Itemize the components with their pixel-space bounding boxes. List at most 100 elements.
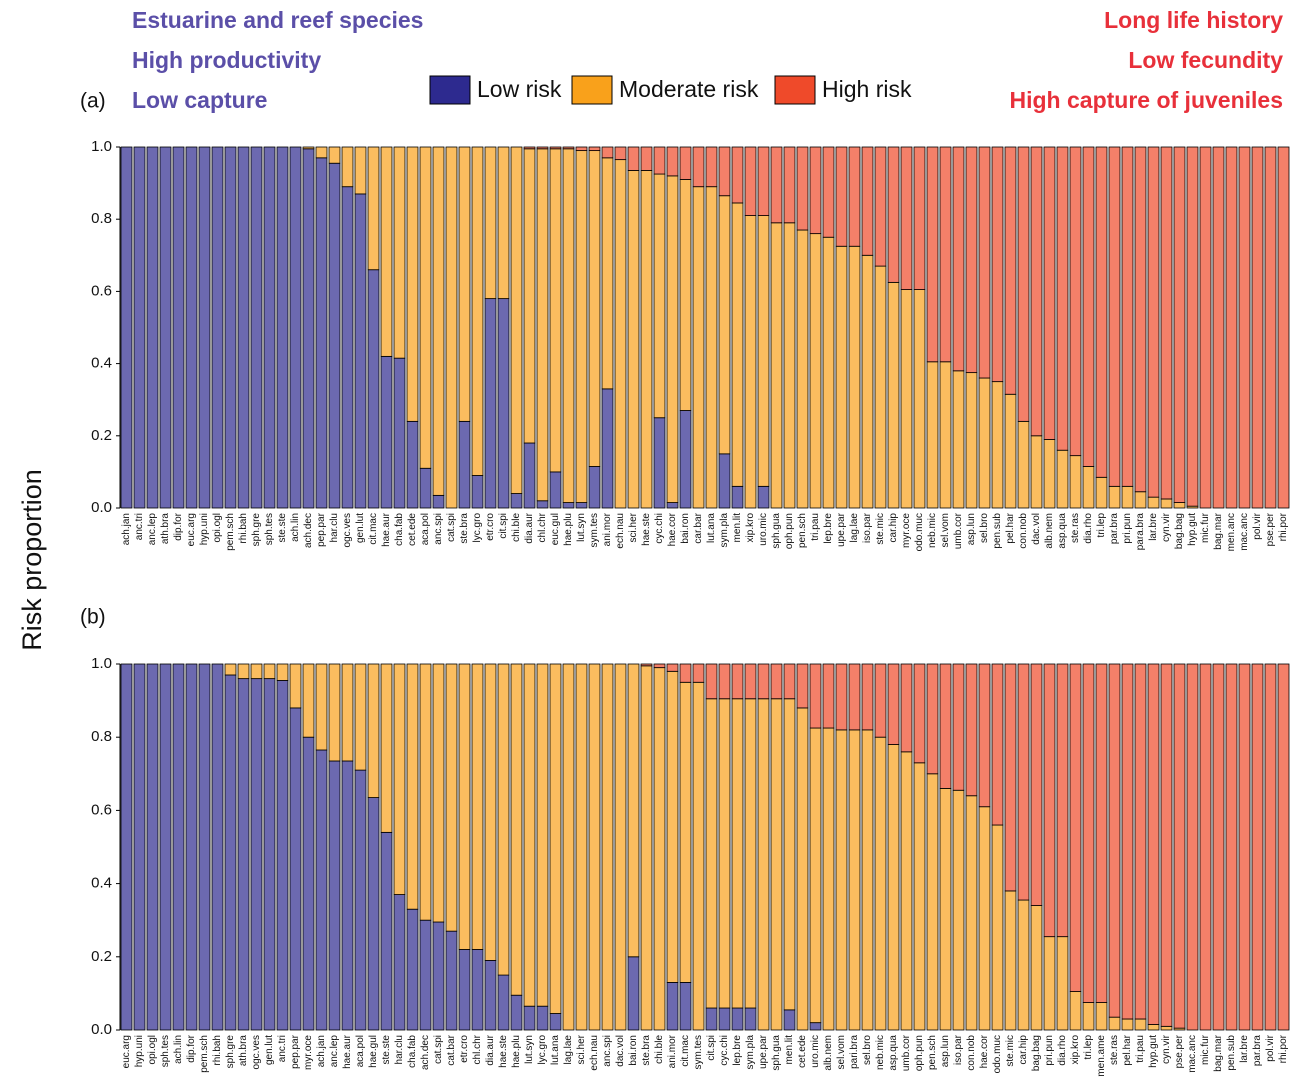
bar-segment <box>1121 485 1134 509</box>
bar-segment <box>692 146 705 188</box>
bar-segment <box>497 663 510 976</box>
bar-segment <box>1043 146 1056 440</box>
bar-segment <box>757 215 770 487</box>
x-tick-label: xip.kro <box>745 513 756 543</box>
bar-segment <box>1134 1018 1147 1031</box>
bar-segment <box>211 146 224 509</box>
bar-segment <box>705 663 718 700</box>
x-tick-label: sym.tes <box>693 1035 704 1069</box>
bar-segment <box>705 1007 718 1031</box>
bar-segment <box>185 146 198 509</box>
bar-segment <box>419 919 432 1031</box>
legend-swatch <box>571 75 613 105</box>
bar-segment <box>1134 146 1147 493</box>
bar-segment <box>289 146 302 509</box>
bar-segment <box>393 894 406 1031</box>
bar-segment <box>1264 663 1277 1031</box>
bar-segment <box>900 289 913 509</box>
bar-segment <box>302 146 315 150</box>
x-tick-label: ath.bra <box>160 513 171 545</box>
y-tick-label: 1.0 <box>91 138 112 155</box>
x-tick-label: hae.ste <box>498 1035 509 1068</box>
x-tick-label: bag.bag <box>1031 1035 1042 1071</box>
x-tick-label: aca.pol <box>355 1035 366 1067</box>
x-tick-label: ani.mor <box>667 1034 678 1068</box>
bar-segment <box>783 1009 796 1031</box>
bar-segment <box>341 663 354 762</box>
annotation: Low capture <box>132 87 267 113</box>
bar-segment <box>471 949 484 1031</box>
x-tick-label: hae.aur <box>342 1034 353 1069</box>
bar-segment <box>653 667 666 1031</box>
bar-segment <box>887 146 900 283</box>
bar-segment <box>874 663 887 738</box>
bar-segment <box>536 146 549 150</box>
bar-segment <box>991 824 1004 1031</box>
bar-segment <box>796 707 809 1031</box>
bar-segment <box>796 146 809 231</box>
bar-segment <box>510 493 523 509</box>
x-tick-label: con.nob <box>1018 513 1029 549</box>
bar-segment <box>926 361 939 509</box>
y-tick-label: 0.0 <box>91 499 112 516</box>
x-tick-label: ste.ras <box>1109 1035 1120 1065</box>
x-tick-label: lar.bre <box>1148 513 1159 541</box>
bar-segment <box>250 678 263 1031</box>
bar-segment <box>1134 663 1147 1020</box>
bar-segment <box>913 762 926 1031</box>
x-tick-label: etr.cro <box>459 1035 470 1063</box>
bar-segment <box>562 148 575 503</box>
bar-segment <box>1212 663 1225 1031</box>
bar-segment <box>965 146 978 374</box>
bar-segment <box>718 1007 731 1031</box>
bar-segment <box>627 663 640 958</box>
x-tick-label: sci.her <box>628 512 639 542</box>
x-tick-label: anc.spi <box>602 1035 613 1067</box>
x-tick-label: sph.tes <box>160 1035 171 1067</box>
annotation: Estuarine and reef species <box>132 7 423 33</box>
bar-segment <box>913 663 926 764</box>
bar-segment <box>458 949 471 1031</box>
x-tick-label: cit.spi <box>498 513 509 539</box>
x-tick-label: mac.anc <box>1187 1035 1198 1073</box>
bar-segment <box>835 245 848 509</box>
bar-segment <box>640 146 653 171</box>
x-tick-label: oph.pun <box>784 513 795 549</box>
bar-segment <box>705 146 718 188</box>
x-tick-label: cit.mac <box>368 513 379 545</box>
bar-segment <box>471 146 484 476</box>
bar-segment <box>1251 146 1264 509</box>
x-tick-label: ach.dec <box>303 513 314 548</box>
bar-segment <box>536 148 549 502</box>
x-tick-label: ste.mic <box>1005 1035 1016 1067</box>
bar-segment <box>341 146 354 188</box>
x-tick-label: bag.bag <box>1174 513 1185 549</box>
x-tick-label: lyc.gro <box>537 1035 548 1065</box>
x-tick-label: pse.per <box>1265 512 1276 546</box>
bar-segment <box>289 707 302 1031</box>
bar-segment <box>1121 663 1134 1020</box>
bar-segment <box>718 453 731 509</box>
bar-segment <box>1147 663 1160 1025</box>
x-tick-label: asp.lun <box>966 513 977 545</box>
x-tick-label: ach.lin <box>290 513 301 542</box>
x-tick-label: sel.vom <box>836 1035 847 1069</box>
bar-segment <box>1095 476 1108 509</box>
bar-segment <box>497 146 510 300</box>
x-tick-label: ach.jan <box>316 1035 327 1067</box>
x-tick-label: pen.sub <box>992 513 1003 549</box>
x-tick-label: pari.bra <box>849 1035 860 1069</box>
bar-segment <box>627 146 640 171</box>
bar-segment <box>1134 491 1147 509</box>
bar-segment <box>952 789 965 1031</box>
bar-segment <box>1160 146 1173 500</box>
bar-segment <box>1199 663 1212 1031</box>
bar-segment <box>367 797 380 1031</box>
x-tick-label: lar.bre <box>1239 1035 1250 1063</box>
x-tick-label: ech.nau <box>615 513 626 549</box>
x-tick-label: sym.pla <box>719 513 730 548</box>
x-tick-label: cyc.chi <box>654 513 665 544</box>
legend-label: Moderate risk <box>619 76 759 102</box>
panel-label: (a) <box>80 90 106 113</box>
